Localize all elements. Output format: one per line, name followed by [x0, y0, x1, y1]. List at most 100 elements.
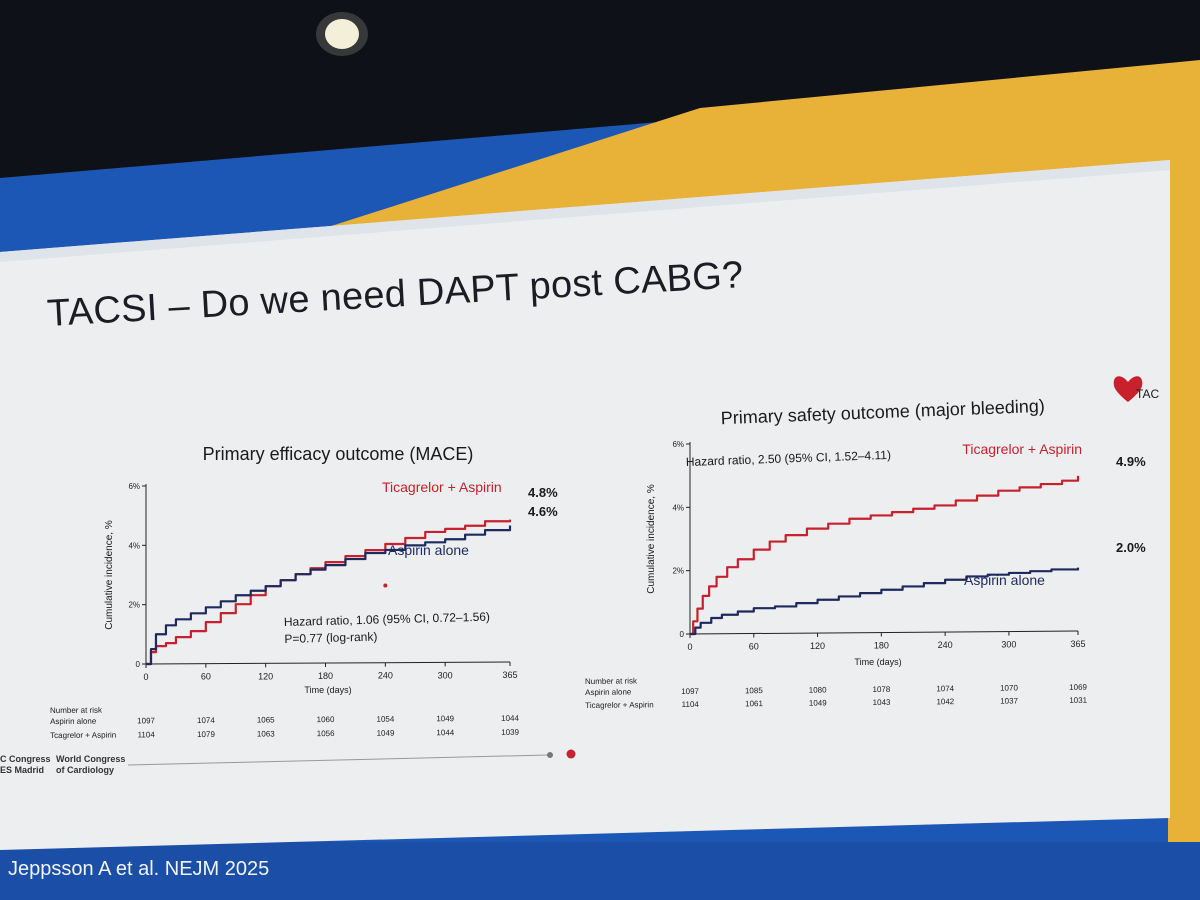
- risk-value: 1079: [197, 730, 215, 739]
- tick-labels: 0 60 120 180 240 300 365 0 2% 4% 6%: [128, 482, 517, 682]
- risk-row-label: Tcagrelor + Aspirin: [50, 731, 116, 740]
- y-axis-label: Cumulative incidence, %: [104, 520, 115, 630]
- risk-value: 1049: [377, 729, 395, 738]
- x-axis: [145, 661, 511, 665]
- chart-title: Primary efficacy outcome (MACE): [203, 444, 474, 464]
- axes: [142, 484, 511, 668]
- risk-table-header: Number at risk: [585, 676, 638, 686]
- slide-panel: [0, 160, 1170, 850]
- y-tick-label: 2%: [128, 601, 140, 610]
- y-tick-label: 4%: [672, 503, 684, 512]
- risk-value: 1078: [872, 685, 890, 694]
- risk-value: 1061: [745, 699, 763, 708]
- y-axis-label: Cumulative incidence, %: [646, 484, 657, 594]
- risk-value: 1085: [745, 686, 763, 695]
- tick-labels: 0 60 120 180 240 300 365 0 2% 4% 6%: [672, 440, 1085, 652]
- congress-left-line1: C Congress: [0, 754, 51, 764]
- series-lines: [146, 519, 512, 666]
- axes: [686, 442, 1079, 638]
- risk-value: 1056: [317, 729, 335, 738]
- hazard-ratio-annotation: Hazard ratio, 1.06 (95% CI, 0.72–1.56)P=…: [284, 610, 490, 646]
- x-tick-label: 60: [749, 642, 759, 652]
- risk-row-label: Ticagrelor + Aspirin: [585, 700, 653, 710]
- risk-value: 1074: [936, 684, 954, 693]
- risk-value: 1063: [257, 729, 275, 738]
- risk-value: 1054: [376, 715, 394, 724]
- ceiling-light-icon: [325, 19, 359, 49]
- tacsi-logo: TAC: [1113, 376, 1159, 402]
- heart-icon: [1113, 376, 1143, 402]
- annotation-line: Hazard ratio, 1.06 (95% CI, 0.72–1.56): [284, 610, 490, 629]
- x-tick-label: 180: [318, 671, 333, 681]
- risk-value: 1104: [682, 700, 700, 709]
- x-axis-label: Time (days): [304, 685, 351, 695]
- series-lines: [690, 475, 1080, 636]
- series-name-label: Ticagrelor + Aspirin: [382, 479, 502, 495]
- y-tick-label: 6%: [128, 482, 140, 491]
- x-tick-label: 300: [1001, 640, 1016, 650]
- risk-table: Number at risk Aspirin alone 1097 1085 1080 1…: [585, 676, 1088, 710]
- progress-dot-active: [566, 749, 576, 759]
- x-tick-label: 60: [201, 672, 211, 682]
- y-tick-label: 4%: [128, 541, 140, 550]
- risk-value: 1104: [138, 730, 156, 739]
- y-tick-label: 6%: [672, 440, 684, 449]
- x-tick-label: 0: [687, 642, 692, 652]
- y-tick-label: 0: [136, 660, 141, 669]
- risk-value: 1043: [873, 698, 891, 707]
- x-tick-label: 365: [1070, 639, 1085, 649]
- congress-logo: C Congress ES Madrid World Congress of C…: [0, 754, 125, 775]
- end-value-label: 4.9%: [1116, 454, 1146, 469]
- x-tick-label: 0: [143, 672, 148, 682]
- risk-value: 1080: [809, 685, 827, 694]
- y-tick-label: 2%: [672, 567, 684, 576]
- series-labels: Ticagrelor + Aspirin 4.8% Aspirin alone 4.6…: [382, 479, 558, 558]
- risk-value: 1049: [809, 698, 827, 707]
- citation: Jeppsson A et al. NEJM 2025: [8, 858, 270, 880]
- x-tick-label: 180: [874, 641, 889, 651]
- risk-value: 1069: [1069, 683, 1087, 692]
- risk-value: 1065: [257, 715, 275, 724]
- risk-value: 1037: [1000, 696, 1018, 705]
- risk-value: 1042: [936, 697, 954, 706]
- x-axis-label: Time (days): [854, 657, 901, 667]
- risk-table-header: Number at risk: [50, 706, 103, 715]
- risk-value: 1097: [137, 716, 155, 725]
- end-value-label: 4.8%: [528, 485, 558, 500]
- risk-value: 1074: [197, 716, 215, 725]
- risk-value: 1044: [436, 728, 454, 737]
- footer-band: [0, 842, 1200, 900]
- congress-left-line2: ES Madrid: [0, 765, 44, 775]
- x-tick-label: 120: [258, 671, 273, 681]
- series-name-label: Ticagrelor + Aspirin: [962, 441, 1082, 457]
- risk-row-label: Aspirin alone: [50, 717, 97, 726]
- progress-track: [127, 754, 549, 766]
- efficacy-chart: Primary efficacy outcome (MACE) Cumulati…: [50, 444, 558, 740]
- risk-value: 1049: [436, 714, 454, 723]
- progress-dot: [547, 752, 553, 758]
- series-name-label: Aspirin alone: [388, 542, 469, 558]
- series-line-ticagrelor-aspirin: [690, 475, 1080, 636]
- x-tick-label: 240: [938, 640, 953, 650]
- risk-value: 1097: [681, 687, 699, 696]
- series-line-aspirin-alone: [690, 567, 1080, 636]
- ceiling-light-glow: [316, 12, 368, 56]
- risk-value: 1044: [501, 714, 519, 723]
- gold-band-right: [1168, 440, 1200, 900]
- logo-text: TAC: [1136, 387, 1159, 401]
- congress-right-line1: World Congress: [56, 754, 125, 764]
- end-value-label: 4.6%: [528, 504, 558, 519]
- x-tick-label: 120: [810, 641, 825, 651]
- risk-value: 1070: [1000, 683, 1018, 692]
- y-tick-label: 0: [680, 630, 685, 639]
- annotation-line: P=0.77 (log-rank): [284, 630, 377, 646]
- slide-top-edge: [0, 160, 1170, 262]
- risk-table: Number at risk Aspirin alone 1097 1074 1065 1…: [50, 706, 520, 740]
- x-tick-label: 365: [502, 670, 517, 680]
- x-axis: [689, 630, 1079, 635]
- series-labels: Ticagrelor + Aspirin 4.9% Aspirin alone 2.0…: [962, 441, 1146, 588]
- risk-value: 1031: [1069, 696, 1087, 705]
- risk-value: 1039: [501, 728, 519, 737]
- series-name-label: Aspirin alone: [964, 572, 1045, 588]
- x-tick-label: 240: [378, 671, 393, 681]
